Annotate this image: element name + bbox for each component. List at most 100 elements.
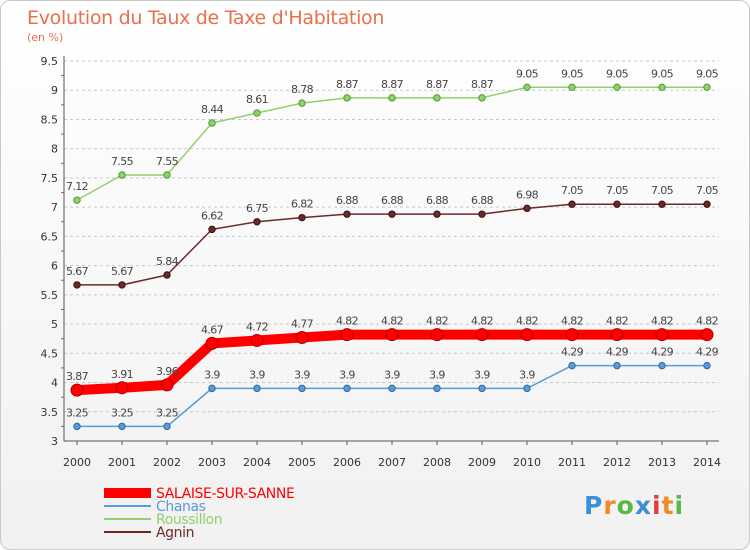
data-label: 8.61 xyxy=(246,93,268,106)
y-tick-label: 3 xyxy=(51,435,58,448)
data-point xyxy=(568,200,576,208)
data-point xyxy=(433,94,441,102)
logo-letter: P xyxy=(584,491,604,520)
legend-label: SALAISE-SUR-SANNE xyxy=(156,486,294,502)
data-label: 8.44 xyxy=(201,103,224,116)
data-label: 8.87 xyxy=(336,78,359,91)
data-point xyxy=(295,331,309,345)
data-label: 4.82 xyxy=(696,315,718,328)
data-label: 7.55 xyxy=(156,155,179,168)
data-point xyxy=(658,83,666,92)
legend-label: Roussillon xyxy=(156,512,222,528)
data-label: 8.87 xyxy=(426,78,449,91)
data-point xyxy=(568,361,576,370)
data-point xyxy=(388,94,396,102)
y-tick-label: 8 xyxy=(51,143,58,156)
data-label: 7.05 xyxy=(561,184,584,197)
data-label: 3.9 xyxy=(384,368,400,381)
y-tick-label: 5.5 xyxy=(41,289,59,302)
data-point xyxy=(343,94,351,102)
series-line-roussillon xyxy=(76,86,708,201)
data-point xyxy=(613,361,621,370)
y-tick-label: 5 xyxy=(51,318,58,331)
x-tick-label: 2003 xyxy=(198,456,226,469)
data-point xyxy=(655,328,669,342)
data-label: 9.05 xyxy=(606,67,629,80)
data-label: 3.9 xyxy=(294,368,310,381)
data-label: 9.05 xyxy=(696,67,719,80)
data-point xyxy=(523,83,531,92)
data-label: 7.05 xyxy=(696,184,719,197)
x-tick-label: 2000 xyxy=(63,456,91,469)
data-label: 4.29 xyxy=(651,346,674,359)
x-tick-label: 2013 xyxy=(648,456,676,469)
data-label: 3.9 xyxy=(339,368,355,381)
data-label: 6.98 xyxy=(516,188,539,201)
x-tick-label: 2005 xyxy=(288,456,316,469)
data-label: 9.05 xyxy=(516,67,539,80)
x-tick-label: 2007 xyxy=(378,456,406,469)
y-tick-label: 3.5 xyxy=(41,406,59,419)
y-tick-label: 8.5 xyxy=(41,113,59,126)
data-label: 4.67 xyxy=(201,323,224,336)
data-point xyxy=(118,171,126,179)
logo-letter: o xyxy=(616,491,635,520)
data-point xyxy=(703,83,711,92)
data-label: 6.88 xyxy=(336,194,359,207)
data-point xyxy=(568,83,576,92)
data-point xyxy=(613,83,621,92)
data-label: 4.82 xyxy=(561,315,583,328)
x-tick-label: 2002 xyxy=(153,456,181,469)
chart-title: Evolution du Taux de Taxe d'Habitation xyxy=(27,7,385,29)
data-point xyxy=(160,378,174,392)
data-point xyxy=(208,119,216,127)
data-point xyxy=(433,210,441,218)
y-tick-label: 9.5 xyxy=(41,55,59,68)
data-point xyxy=(118,281,126,289)
x-tick-label: 2008 xyxy=(423,456,451,469)
logo-letter: x xyxy=(634,491,652,520)
data-point xyxy=(70,383,84,397)
data-label: 4.82 xyxy=(336,315,358,328)
data-label: 7.05 xyxy=(651,184,674,197)
data-point xyxy=(523,204,531,213)
data-label: 4.29 xyxy=(561,346,584,359)
data-point xyxy=(208,384,216,393)
data-label: 7.05 xyxy=(606,184,629,197)
data-label: 4.29 xyxy=(606,346,629,359)
data-point xyxy=(610,328,624,342)
data-point xyxy=(433,384,441,393)
data-point xyxy=(253,384,261,393)
data-point xyxy=(298,213,306,222)
data-point xyxy=(523,384,531,393)
data-label: 5.84 xyxy=(156,255,179,268)
data-point xyxy=(388,384,396,393)
data-point xyxy=(253,109,261,117)
data-label: 6.88 xyxy=(426,194,449,207)
y-tick-label: 4.5 xyxy=(41,347,59,360)
data-point xyxy=(163,171,171,179)
y-tick-label: 6.5 xyxy=(41,230,59,243)
data-label: 4.82 xyxy=(471,315,493,328)
data-label: 6.62 xyxy=(201,209,223,222)
data-point xyxy=(163,422,171,431)
data-point xyxy=(73,422,81,431)
x-tick-label: 2012 xyxy=(603,456,631,469)
x-tick-label: 2009 xyxy=(468,456,496,469)
proxiti-logo: Proxiti xyxy=(584,491,684,520)
data-label: 3.91 xyxy=(111,368,133,381)
data-label: 4.82 xyxy=(651,315,673,328)
logo-letter: r xyxy=(603,491,617,520)
x-tick-label: 2001 xyxy=(108,456,136,469)
data-point xyxy=(658,361,666,370)
x-tick-label: 2011 xyxy=(558,456,586,469)
x-tick-label: 2014 xyxy=(693,456,721,469)
data-point xyxy=(205,336,219,350)
data-point xyxy=(208,225,216,234)
data-point xyxy=(343,384,351,393)
data-label: 4.82 xyxy=(606,315,628,328)
data-point xyxy=(658,200,666,208)
data-point xyxy=(73,196,81,204)
